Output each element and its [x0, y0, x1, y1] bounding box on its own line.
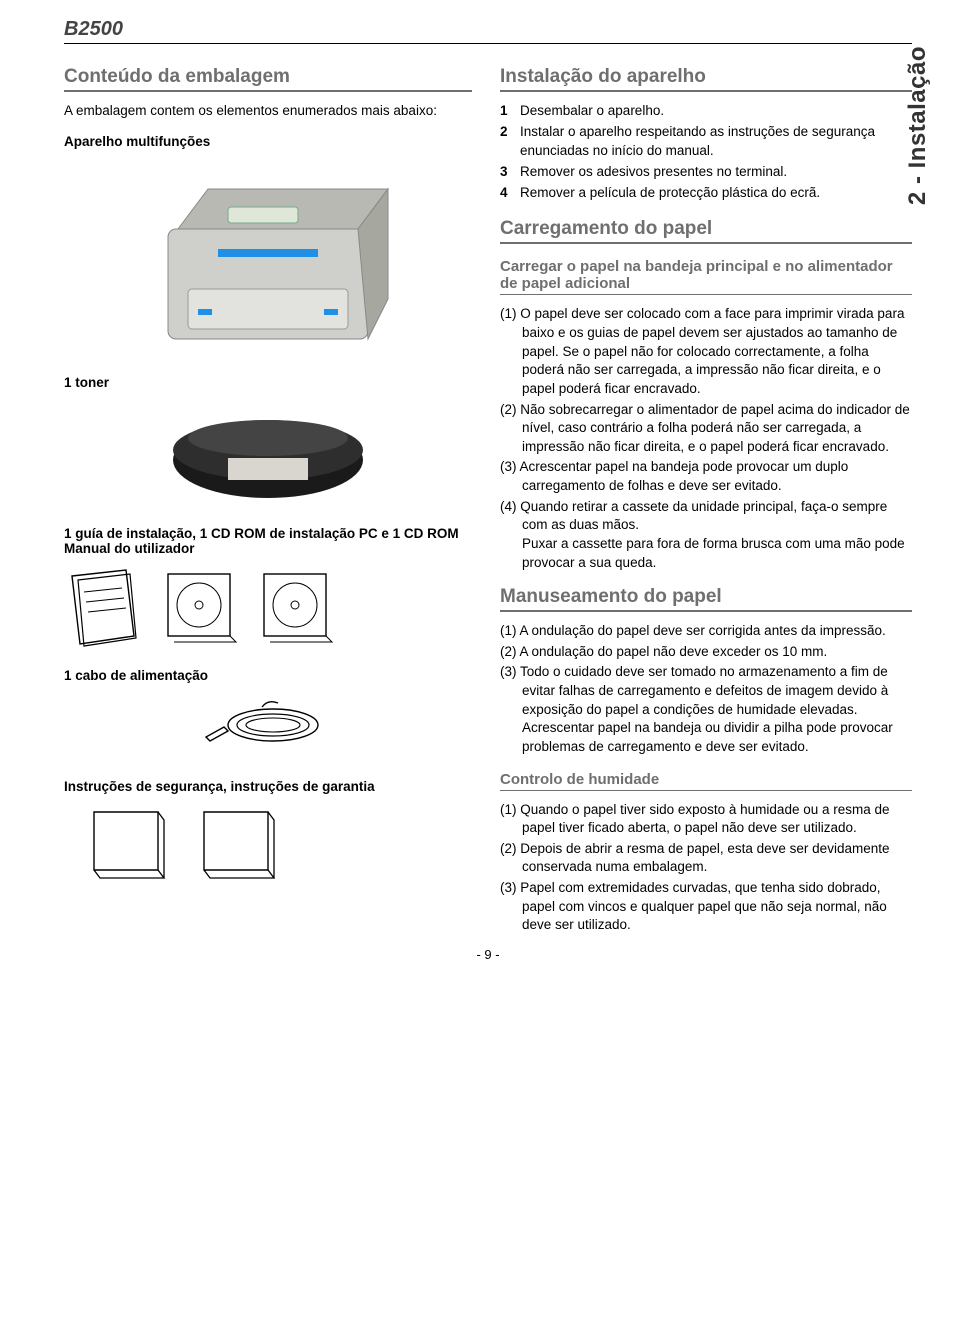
load-item: (1) O papel deve ser colocado com a face… [500, 305, 912, 398]
page-number: - 9 - [64, 937, 912, 970]
two-column-layout: Conteúdo da embalagem A embalagem contem… [64, 62, 912, 937]
cable-label: 1 cabo de alimentação [64, 668, 472, 683]
cd-case-icon [160, 566, 238, 650]
packaging-intro: A embalagem contem os elementos enumerad… [64, 102, 472, 120]
handle-title: Manuseamento do papel [500, 586, 912, 612]
cd-label: 1 guía de instalação, 1 CD ROM de instal… [64, 526, 472, 556]
handle-item: (2) A ondulação do papel não deve excede… [500, 643, 912, 662]
humidity-item: (3) Papel com extremidades curvadas, que… [500, 879, 912, 935]
humidity-item: (2) Depois de abrir a resma de papel, es… [500, 840, 912, 877]
load-title: Carregamento do papel [500, 218, 912, 244]
install-step: 3Remover os adesivos presentes no termin… [500, 163, 912, 182]
handle-list: (1) A ondulação do papel deve ser corrig… [500, 622, 912, 756]
install-step: 2Instalar o aparelho respeitando as inst… [500, 123, 912, 161]
booklet-icon [84, 804, 172, 886]
handle-item: (1) A ondulação do papel deve ser corrig… [500, 622, 912, 641]
printer-icon [138, 159, 398, 359]
install-steps-list: 1Desembalar o aparelho. 2Instalar o apar… [500, 102, 912, 202]
guide-booklet-icon [64, 566, 142, 650]
booklet-icon [194, 804, 282, 886]
left-column: Conteúdo da embalagem A embalagem contem… [64, 62, 472, 937]
humidity-list: (1) Quando o papel tiver sido exposto à … [500, 801, 912, 935]
cable-image [64, 693, 472, 763]
humidity-title: Controlo de humidade [500, 771, 912, 791]
safety-label: Instruções de segurança, instruções de g… [64, 779, 472, 794]
cd-case-icon [256, 566, 334, 650]
load-list: (1) O papel deve ser colocado com a face… [500, 305, 912, 572]
toner-label: 1 toner [64, 375, 472, 390]
model-header: B2500 [64, 18, 912, 44]
right-column: Instalação do aparelho 1Desembalar o apa… [500, 62, 912, 937]
handle-item: (3) Todo o cuidado deve ser tomado no ar… [500, 663, 912, 756]
page-container: B2500 2 - Instalação Conteúdo da embalag… [0, 0, 960, 1000]
install-step: 1Desembalar o aparelho. [500, 102, 912, 121]
install-title: Instalação do aparelho [500, 66, 912, 92]
side-chapter-tab: 2 - Instalação [904, 46, 932, 205]
power-cable-icon [198, 693, 338, 763]
printer-image [64, 159, 472, 359]
humidity-item: (1) Quando o papel tiver sido exposto à … [500, 801, 912, 838]
load-item: (4) Quando retirar a cassete da unidade … [500, 498, 912, 573]
device-label: Aparelho multifunções [64, 134, 472, 149]
install-step: 4Remover a película de protecção plástic… [500, 184, 912, 203]
booklets-row [84, 804, 472, 886]
load-item: (2) Não sobrecarregar o alimentador de p… [500, 401, 912, 457]
load-subtitle: Carregar o papel na bandeja principal e … [500, 258, 912, 295]
load-item: (3) Acrescentar papel na bandeja pode pr… [500, 458, 912, 495]
toner-icon [158, 400, 378, 510]
packaging-title: Conteúdo da embalagem [64, 66, 472, 92]
cd-docs-row [64, 566, 472, 650]
toner-image [64, 400, 472, 510]
